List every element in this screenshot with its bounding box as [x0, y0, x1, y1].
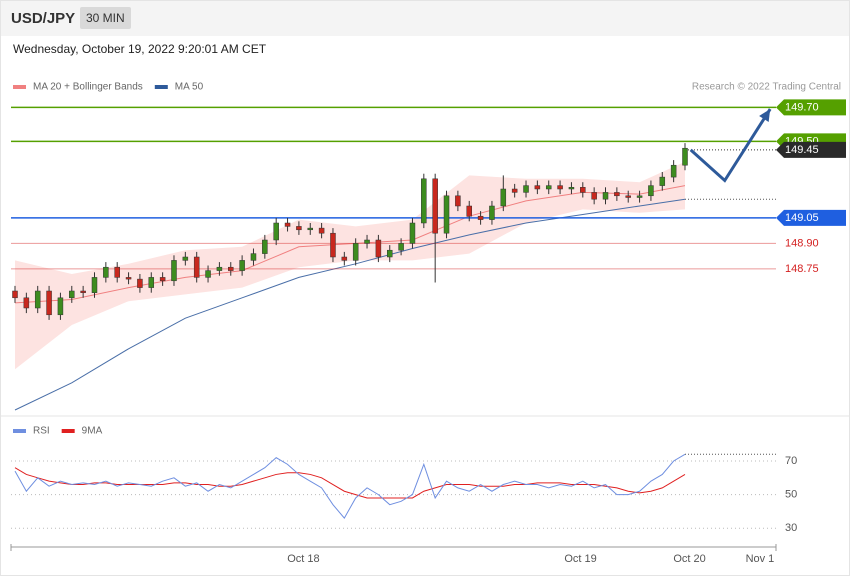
- legend-swatch: [13, 85, 26, 89]
- candle-body: [659, 176, 666, 186]
- legend-label: MA 20 + Bollinger Bands: [33, 82, 143, 93]
- candle-body: [341, 256, 348, 261]
- candle-body: [69, 290, 75, 299]
- credit: Research © 2022 Trading Central: [692, 82, 841, 93]
- candle-body: [262, 239, 268, 254]
- candle-body: [534, 185, 541, 190]
- candle-body: [568, 187, 575, 190]
- candle-body: [602, 192, 609, 200]
- candle-body: [91, 277, 98, 293]
- candle-body: [318, 227, 325, 234]
- candle-body: [273, 222, 279, 241]
- x-tick-label: Oct 18: [287, 553, 319, 565]
- candle-body: [148, 277, 155, 288]
- level-tag: [776, 209, 846, 226]
- legend-swatch: [61, 429, 75, 433]
- level-label: 148.90: [785, 237, 819, 249]
- last-price-label: 149.45: [785, 144, 819, 156]
- candle-body: [46, 290, 52, 316]
- date: Wednesday, October 19, 2022 9:20:01 AM C…: [13, 42, 267, 56]
- x-tick-label: Oct 20: [673, 553, 705, 565]
- candle-body: [193, 256, 200, 278]
- indicator-line: [14, 467, 686, 499]
- candle-body: [545, 185, 552, 190]
- candle-body: [421, 178, 427, 224]
- candle-body: [250, 253, 257, 261]
- timeframe[interactable]: 30 MIN: [80, 7, 131, 29]
- candle-body: [432, 178, 438, 234]
- candle-body: [125, 277, 132, 280]
- candle-body: [580, 187, 586, 193]
- header-bar: USD/JPY 30 MIN: [0, 0, 850, 36]
- x-tick-label: Nov 1: [746, 553, 775, 565]
- candle-body: [12, 290, 18, 299]
- level-label: 149.70: [785, 101, 819, 113]
- legend-label: 9MA: [82, 426, 103, 437]
- candle-body: [409, 222, 416, 244]
- candle-body: [228, 266, 234, 271]
- candle-body: [591, 192, 597, 200]
- candle-body: [670, 164, 677, 178]
- candle-body: [443, 195, 450, 234]
- candle-body: [103, 266, 109, 278]
- candle-body: [455, 195, 461, 207]
- candle-body: [23, 297, 30, 309]
- candle-body: [648, 185, 654, 197]
- candle-body: [307, 227, 314, 231]
- y-tick-label: 70: [785, 455, 797, 467]
- candle-body: [375, 239, 382, 258]
- candle-body: [523, 185, 529, 193]
- symbol: USD/JPY: [11, 10, 76, 27]
- candle-body: [557, 185, 563, 190]
- candle-body: [239, 260, 245, 271]
- level-label: 149.05: [785, 212, 819, 224]
- y-tick-label: 30: [785, 522, 797, 534]
- level-tag: [776, 99, 846, 116]
- candle-body: [386, 249, 393, 258]
- candle-body: [57, 297, 64, 316]
- candle-body: [500, 188, 507, 207]
- candle-body: [34, 290, 41, 309]
- candle-body: [614, 192, 620, 197]
- legend-swatch: [154, 85, 168, 89]
- candle-body: [296, 226, 302, 231]
- candle-body: [489, 205, 495, 220]
- candle-body: [171, 260, 177, 282]
- candle-body: [80, 290, 86, 293]
- candle-body: [284, 222, 291, 227]
- candle-body: [352, 243, 359, 261]
- candle-body: [398, 243, 404, 251]
- level-label: 148.75: [785, 263, 819, 275]
- candle-body: [114, 266, 120, 278]
- candle-body: [625, 195, 631, 198]
- x-tick-label: Oct 19: [564, 553, 596, 565]
- indicator-line: [14, 453, 686, 519]
- candle-body: [182, 256, 189, 261]
- candle-body: [636, 195, 643, 198]
- candle-body: [364, 239, 370, 244]
- candle-body: [159, 277, 166, 282]
- candle-body: [216, 266, 223, 271]
- candle-body: [466, 205, 472, 217]
- bollinger-band: [15, 161, 685, 370]
- candle-body: [511, 188, 518, 193]
- legend-swatch: [13, 429, 26, 433]
- forecast-arrow: [689, 108, 772, 183]
- y-tick-label: 50: [785, 489, 797, 501]
- candle-body: [330, 232, 336, 258]
- candle-body: [477, 215, 484, 220]
- candle-body: [682, 147, 688, 166]
- last-price-tag: [776, 141, 846, 158]
- legend-label: RSI: [33, 426, 50, 437]
- legend-label: MA 50: [175, 82, 204, 93]
- candle-body: [205, 270, 211, 278]
- forecast-arrowhead: [759, 109, 771, 123]
- candle-body: [137, 278, 143, 288]
